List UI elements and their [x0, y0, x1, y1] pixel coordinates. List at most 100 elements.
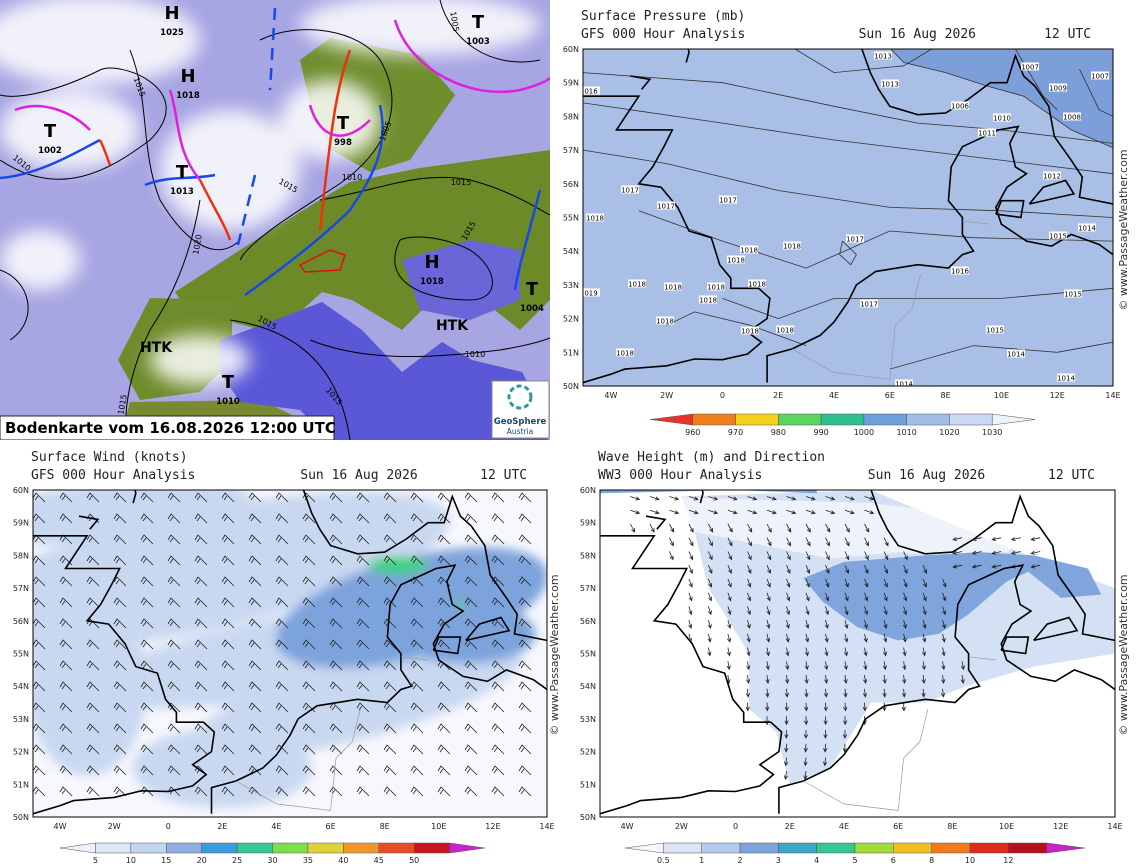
wind-barb: [167, 492, 181, 503]
wind-barb: [518, 723, 532, 734]
lon-label: 10E: [994, 391, 1009, 400]
wind-barb: [302, 765, 316, 776]
wave-arrow: [825, 565, 830, 575]
wave-arrow: [630, 496, 641, 501]
wave-arrow: [864, 509, 875, 515]
lon-label: 2W: [108, 822, 121, 831]
wave-arrow: [903, 565, 908, 575]
wind-barb: [194, 555, 208, 566]
wave-arrow: [726, 647, 731, 657]
lon-label: 6E: [885, 391, 895, 400]
isobar-label: 1015: [1064, 291, 1082, 299]
wave-arrow: [766, 578, 771, 588]
isobar-label: 1020: [191, 234, 203, 256]
wind-barb: [33, 702, 46, 713]
wind-barb: [140, 723, 154, 734]
wave-arrow: [745, 675, 751, 685]
isobar-label-bg: [748, 279, 766, 288]
isobar-label-bg: [846, 234, 864, 243]
wind-barb: [86, 576, 100, 587]
wind-barb: [167, 660, 181, 671]
isobar-label-bg: [1043, 171, 1061, 180]
wave-arrow: [862, 688, 868, 698]
lat-label: 52N: [563, 315, 579, 324]
wave-arrow: [942, 578, 947, 588]
sea: [220, 302, 548, 440]
lon-label: 10E: [999, 822, 1014, 831]
region-label: HTK: [140, 340, 173, 356]
wind-barb: [302, 555, 316, 566]
isobar-label: 1017: [657, 203, 675, 211]
wave-arrow: [864, 537, 869, 547]
wave-arrow: [922, 619, 927, 629]
scale-label: 2: [737, 856, 742, 865]
wind-barb: [248, 744, 262, 755]
wind-barb: [33, 639, 46, 650]
wave-arrow: [708, 496, 719, 501]
wave-arrow: [688, 509, 699, 515]
lon-label: 6E: [326, 822, 336, 831]
wave-arrow: [786, 606, 790, 616]
lon-label: 14E: [539, 822, 554, 831]
isobar: [439, 0, 541, 63]
lon-label: 8E: [947, 822, 957, 831]
wind-barb: [86, 723, 100, 734]
wind-barb: [410, 597, 424, 608]
wave-arrow: [1030, 536, 1041, 542]
scale-label: 10: [965, 856, 975, 865]
border: [235, 758, 337, 811]
logo-mark: [507, 384, 533, 410]
coastline: [432, 636, 462, 655]
wind-barb: [491, 597, 505, 608]
isobar-label: 1018: [748, 281, 766, 289]
wave-arrow: [1010, 550, 1021, 555]
wind-barb: [59, 513, 73, 524]
isobar: [239, 29, 393, 261]
wind-barb: [113, 723, 127, 734]
scale-swatch: [236, 842, 273, 854]
isobar-label-bg: [741, 326, 759, 335]
wave-arrow: [864, 592, 869, 602]
wave-arrow: [804, 675, 809, 685]
wave-arrow: [844, 551, 850, 561]
lon-label: 2E: [217, 822, 227, 831]
wave-arrow: [766, 592, 771, 602]
wind-barb: [437, 618, 451, 629]
wind-barb: [302, 618, 316, 629]
lat-label: 54N: [580, 682, 596, 691]
coastline: [870, 490, 1115, 642]
isobar-label: 1007: [1021, 64, 1039, 72]
wind-barb: [167, 534, 181, 545]
wind-barb: [194, 723, 208, 734]
wave-arrow: [960, 675, 965, 685]
wind-barb: [248, 555, 262, 566]
isobar-label: 1009: [1049, 85, 1067, 93]
wave-arrow: [803, 716, 809, 726]
isobar-label: 1010: [342, 173, 362, 182]
wind-barb: [302, 513, 316, 524]
isobar-label-bg: [1078, 223, 1096, 232]
lat-label: 58N: [580, 551, 596, 560]
isobar-label-bg: [874, 51, 892, 60]
isobar-label: 1017: [846, 236, 864, 244]
wave-arrow: [843, 647, 848, 657]
wind-barb: [221, 597, 235, 608]
wave-arrow: [708, 578, 713, 588]
wave-arrow: [902, 661, 907, 671]
wind-barb: [167, 765, 181, 776]
wave-arrow: [863, 675, 868, 685]
wind-barb: [518, 744, 532, 755]
wind-barb: [140, 618, 154, 629]
isobar-label: 1018: [740, 247, 758, 255]
isobar-label-bg: [993, 113, 1011, 122]
scale-end: [991, 413, 1036, 426]
wind-barb: [491, 765, 505, 776]
wind-barb: [383, 765, 397, 776]
isobar-label: 019: [584, 290, 597, 298]
scale-label: 1020: [939, 428, 959, 437]
isobar-label-bg: [1007, 349, 1025, 358]
wind-barb: [167, 744, 181, 755]
wind-barb: [464, 681, 478, 692]
wind-barb: [33, 555, 46, 566]
wind-barb: [356, 534, 370, 545]
